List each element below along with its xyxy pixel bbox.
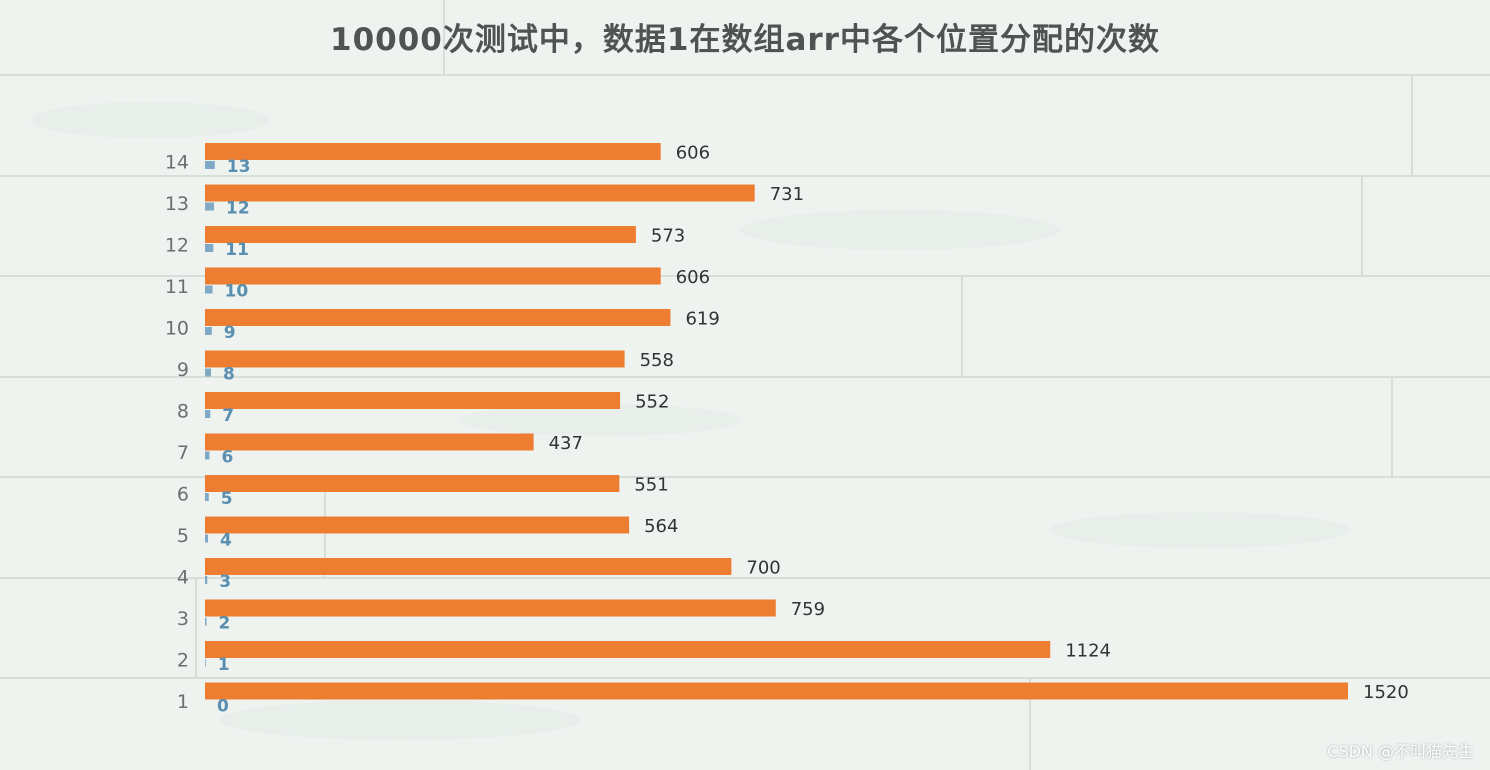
bar-series-1	[205, 226, 636, 243]
data-label-series-2: 12	[226, 199, 250, 219]
bar-series-1	[205, 475, 620, 492]
bar-series-2	[205, 285, 213, 294]
chart-title: 10000次测试中，数据1在数组arr中各个位置分配的次数	[330, 22, 1160, 58]
bar-series-1	[205, 433, 534, 451]
bar-series-2	[205, 534, 209, 543]
data-label-series-1: 700	[746, 558, 780, 579]
data-label-series-1: 573	[651, 226, 685, 247]
data-label-series-2: 8	[223, 365, 235, 385]
category-label: 14	[165, 152, 189, 174]
category-label: 2	[177, 650, 189, 672]
data-label-series-1: 437	[549, 433, 583, 454]
bar-series-1	[205, 267, 661, 285]
bar-series-2	[205, 659, 206, 667]
data-label-series-2: 3	[219, 572, 231, 592]
bar-series-2	[205, 368, 212, 377]
category-label: 9	[177, 359, 189, 381]
bar-series-1	[205, 516, 630, 534]
category-label: 3	[177, 608, 189, 630]
bar-series-2	[205, 327, 212, 335]
data-label-series-2: 4	[220, 531, 232, 551]
watermark: CSDN @不叫猫先生	[1327, 742, 1474, 761]
bar-series-1	[205, 184, 755, 202]
bar-series-1	[205, 143, 661, 160]
data-label-series-1: 552	[635, 392, 669, 413]
data-label-series-1: 606	[676, 143, 710, 164]
bar-series-2	[205, 451, 210, 460]
category-label: 10	[165, 318, 189, 340]
data-label-series-2: 0	[217, 697, 229, 717]
data-label-series-2: 7	[222, 406, 234, 426]
bar-series-1	[205, 350, 625, 368]
data-label-series-2: 2	[219, 614, 231, 634]
data-label-series-1: 558	[640, 350, 674, 371]
category-label: 8	[177, 401, 189, 423]
data-label-series-2: 9	[224, 323, 236, 343]
data-label-series-1: 731	[770, 184, 804, 205]
category-label: 11	[165, 276, 189, 298]
category-label: 1	[177, 691, 189, 713]
bar-series-1	[205, 392, 621, 409]
data-label-series-2: 13	[227, 157, 251, 177]
category-label: 4	[177, 567, 189, 589]
data-label-series-1: 606	[676, 267, 710, 288]
category-label: 12	[165, 235, 189, 257]
data-label-series-1: 759	[791, 599, 825, 620]
data-label-series-2: 1	[218, 655, 230, 675]
data-label-series-2: 5	[221, 489, 233, 509]
category-label: 7	[177, 442, 189, 464]
bar-series-1	[205, 309, 671, 326]
category-label: 5	[177, 525, 189, 547]
bar-series-1	[205, 682, 1348, 700]
bar-series-2	[205, 617, 207, 626]
data-label-series-2: 6	[222, 448, 234, 468]
bar-series-2	[205, 244, 214, 252]
data-label-series-1: 1520	[1363, 682, 1409, 703]
bar-series-2	[205, 161, 215, 169]
data-label-series-1: 564	[644, 516, 678, 537]
bar-series-2	[205, 493, 209, 501]
category-label: 13	[165, 193, 189, 215]
bar-series-1	[205, 558, 732, 575]
category-label: 6	[177, 484, 189, 506]
data-label-series-2: 10	[225, 282, 249, 302]
data-label-series-1: 551	[634, 475, 668, 496]
data-label-series-1: 1124	[1065, 641, 1111, 662]
bar-series-1	[205, 599, 776, 617]
bar-series-2	[205, 410, 211, 418]
bar-series-2	[205, 202, 215, 211]
data-label-series-1: 619	[685, 309, 719, 330]
data-label-series-2: 11	[225, 240, 249, 260]
bar-series-2	[205, 576, 208, 584]
bar-series-1	[205, 641, 1051, 658]
